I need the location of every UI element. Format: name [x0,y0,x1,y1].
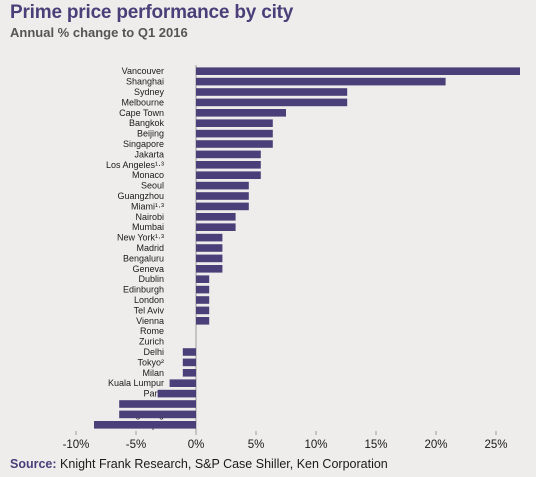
bar [94,421,196,429]
category-label: London [134,295,164,305]
bar [196,140,273,148]
bar [196,150,261,159]
category-label: Vancouver [122,66,164,76]
category-label: Beijing [137,129,164,139]
bar [196,306,210,315]
chart-subtitle: Annual % change to Q1 2016 [10,25,188,40]
bar [196,202,249,211]
category-label: Melbourne [121,97,164,107]
bar [196,129,273,138]
bar [196,233,223,242]
x-tick-label: 20% [424,439,447,451]
bar [196,213,236,221]
category-label: Madrid [136,243,164,253]
category-label: Guangzhou [117,191,164,201]
category-label: Rome [140,326,164,336]
bar [196,88,348,96]
bar [119,410,196,419]
x-tick-label: -5% [126,439,146,451]
category-label: Seoul [141,181,164,191]
bar [196,285,210,294]
category-label: Zurich [139,337,164,347]
bar [182,369,196,377]
x-tick-label: 5% [248,439,265,451]
category-label: Geneva [132,264,164,274]
x-tick-label: 10% [304,439,327,451]
category-label: Miami¹·³ [131,201,164,211]
category-label: Singapore [123,139,164,149]
bar [196,275,210,283]
bar [196,317,210,325]
bar [196,254,223,263]
x-tick-label: 0% [188,439,205,451]
bar [196,161,261,169]
category-label: Los Angeles¹·³ [106,160,164,170]
x-tick-label: -10% [63,439,90,451]
category-label: Bangkok [129,118,165,128]
bar [182,358,196,367]
source-label: Source: [10,457,57,471]
category-label: Bengaluru [123,253,164,263]
category-label: Sydney [134,87,165,97]
source-text: Knight Frank Research, S&P Case Shiller,… [60,457,388,471]
category-label: Tel Aviv [134,305,165,315]
source-note: Source: Knight Frank Research, S&P Case … [10,457,388,471]
bar [196,67,520,75]
bar [196,223,236,231]
category-label: Kuala Lumpur [108,378,164,388]
x-tick-label: 15% [364,439,387,451]
category-label: Shanghai [126,77,164,87]
category-label: Milan [142,368,164,378]
bar [119,400,196,408]
bar [196,296,210,304]
chart-title: Prime price performance by city [10,2,294,23]
bar [196,181,249,190]
category-label: Paris [143,389,164,399]
category-label: Mumbai [132,222,164,232]
bar [196,171,261,179]
bar [196,119,273,127]
category-label: Monaco [132,170,164,180]
category-label: Jakarta [134,149,164,159]
bar [196,98,348,107]
bar [196,244,223,252]
bar [196,109,286,117]
category-label: Cape Town [119,108,164,118]
category-label: New York¹·³ [117,233,164,243]
bar [182,348,196,356]
category-label: Tokyo² [137,357,164,367]
category-label: Delhi [143,347,164,357]
category-label: Nairobi [135,212,164,222]
x-tick-label: 25% [484,439,507,451]
bar [169,379,196,387]
category-label: Edinburgh [123,285,164,295]
bar [196,192,249,200]
bar [196,265,223,273]
category-label: Dublin [138,274,164,284]
category-label: Vienna [136,316,164,326]
bar [196,77,446,86]
bar [157,389,196,398]
